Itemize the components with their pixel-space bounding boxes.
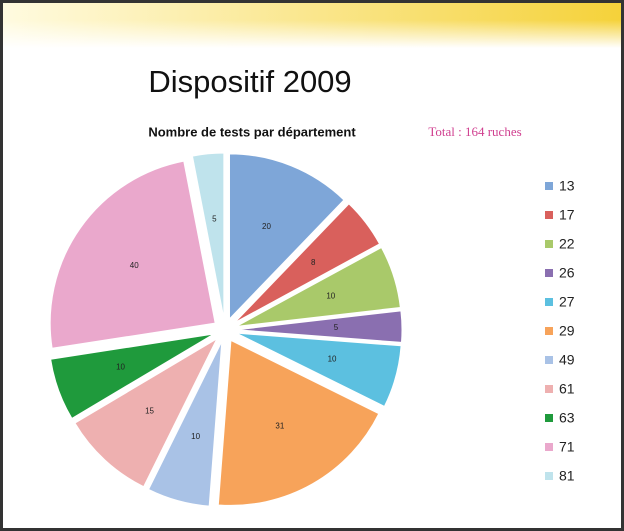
pie-slice — [50, 333, 214, 420]
legend-label: 22 — [559, 236, 575, 252]
legend-label: 49 — [559, 352, 575, 368]
legend-label: 26 — [559, 265, 575, 281]
legend-label: 71 — [559, 439, 575, 455]
legend-swatch — [545, 443, 553, 451]
data-label: 20 — [262, 222, 271, 231]
top-band-fade — [3, 20, 621, 48]
legend-label: 61 — [559, 381, 575, 397]
pie-slice — [49, 160, 216, 349]
data-label: 10 — [328, 355, 337, 364]
legend-swatch — [545, 327, 553, 335]
pie-slice — [228, 153, 345, 321]
legend-label: 13 — [559, 178, 575, 194]
pie-slice — [191, 152, 225, 319]
pie-slice — [74, 337, 219, 488]
pie-slice — [147, 341, 223, 507]
legend-swatch — [545, 298, 553, 306]
pie-slice — [236, 246, 401, 327]
legend-swatch — [545, 472, 553, 480]
legend: 13 17 22 26 27 29 49 61 63 71 81 — [545, 178, 575, 484]
data-label: 8 — [311, 258, 316, 267]
legend-label: 27 — [559, 294, 575, 310]
chart-title: Nombre de tests par département — [148, 124, 356, 139]
legend-swatch — [545, 269, 553, 277]
pie-slice — [236, 332, 402, 408]
annotation: Total : 164 ruches — [428, 124, 521, 139]
legend-label: 29 — [559, 323, 575, 339]
pie: 20 8 10 5 10 31 10 15 10 40 5 — [49, 152, 403, 507]
data-label: 10 — [191, 432, 200, 441]
data-label: 15 — [145, 407, 154, 416]
legend-swatch — [545, 211, 553, 219]
legend-swatch — [545, 385, 553, 393]
legend-swatch — [545, 414, 553, 422]
pie-slice — [234, 203, 381, 324]
legend-swatch — [545, 182, 553, 190]
data-label: 40 — [130, 261, 139, 270]
legend-label: 81 — [559, 468, 575, 484]
data-label: 5 — [212, 215, 217, 224]
data-label: 5 — [334, 323, 339, 332]
slide-title: Dispositif 2009 — [148, 64, 351, 99]
pie-slice — [236, 310, 403, 343]
legend-swatch — [545, 356, 553, 364]
data-label: 10 — [116, 363, 125, 372]
data-label: 10 — [326, 292, 335, 301]
data-label: 31 — [275, 422, 284, 431]
legend-label: 63 — [559, 410, 575, 426]
pie-slice — [217, 339, 380, 506]
legend-swatch — [545, 240, 553, 248]
legend-label: 17 — [559, 207, 575, 223]
